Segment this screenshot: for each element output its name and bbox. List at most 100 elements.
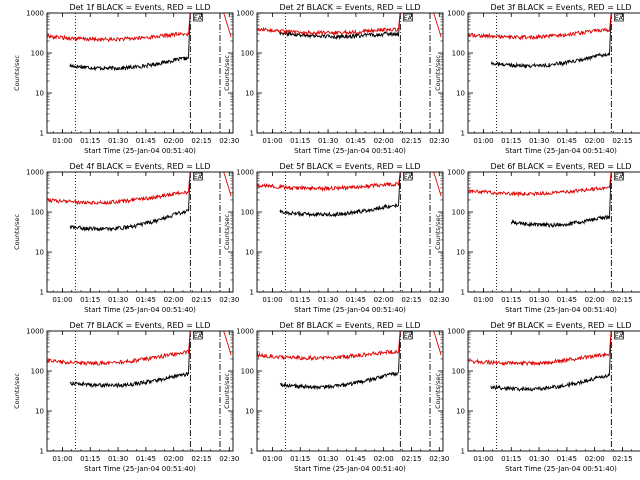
events-series-line <box>69 12 191 72</box>
flag-label: EA <box>615 174 624 181</box>
x-tick-label: 01:00 <box>52 137 72 145</box>
y-tick-label: 10 <box>245 90 254 98</box>
y-axis-label: Counts/sec <box>223 55 231 91</box>
flag-box <box>403 331 413 340</box>
flag-label: EA <box>404 15 413 22</box>
flag-box <box>193 172 203 181</box>
x-axis-label: Start Time (25-Jan-04 00:51:40) <box>505 306 617 314</box>
y-tick-label: 1 <box>461 448 465 456</box>
y-tick-label: 1 <box>40 289 44 297</box>
lld-series-line <box>46 12 191 43</box>
lld-series-tail <box>433 171 442 197</box>
y-tick-label: 10 <box>456 408 465 416</box>
x-tick-label: 01:45 <box>136 296 156 304</box>
x-axis-label: Start Time (25-Jan-04 00:51:40) <box>84 465 196 473</box>
y-tick-label: 1000 <box>26 328 44 336</box>
x-tick-label: 01:45 <box>346 137 366 145</box>
x-tick-label: 01:00 <box>262 455 282 463</box>
x-tick-label: 01:30 <box>108 296 128 304</box>
y-tick-label: 100 <box>31 50 44 58</box>
x-tick-label: 02:30 <box>429 455 449 463</box>
y-tick-label: 100 <box>452 368 465 376</box>
x-tick-label: 02:15 <box>401 455 421 463</box>
x-tick-label: 02:15 <box>191 455 211 463</box>
x-tick-label: 01:15 <box>501 137 521 145</box>
lld-series-line <box>256 12 401 36</box>
flag-box <box>614 331 624 340</box>
x-tick-label: 02:00 <box>585 296 605 304</box>
panel-9: Det 9f BLACK = Events, RED = LLD Counts/s… <box>434 321 640 473</box>
y-tick-label: 10 <box>456 249 465 257</box>
x-tick-label: 02:30 <box>219 455 239 463</box>
x-tick-label: 02:00 <box>374 296 394 304</box>
x-tick-label: 01:30 <box>318 296 338 304</box>
x-tick-label: 02:00 <box>374 455 394 463</box>
y-tick-label: 100 <box>241 50 254 58</box>
x-tick-label: 02:00 <box>585 455 605 463</box>
x-tick-label: 01:00 <box>473 455 493 463</box>
panel-title: Det 9f BLACK = Events, RED = LLD <box>490 321 631 330</box>
x-tick-label: 01:30 <box>529 137 549 145</box>
y-axis-label: Counts/sec <box>434 55 442 91</box>
plot-frame <box>46 171 234 293</box>
lld-series-tail <box>223 171 232 197</box>
events-series-line <box>490 330 612 392</box>
x-tick-label: 01:00 <box>262 137 282 145</box>
panel-5: Det 5f BLACK = Events, RED = LLD Counts/s… <box>223 162 449 314</box>
events-series-line <box>279 171 401 218</box>
x-tick-label: 02:00 <box>585 137 605 145</box>
x-tick-label: 02:15 <box>612 137 632 145</box>
plot-frame <box>467 171 640 293</box>
y-tick-label: 1000 <box>236 10 254 18</box>
y-tick-label: 1000 <box>236 328 254 336</box>
x-tick-label: 01:45 <box>136 455 156 463</box>
y-axis-label: Counts/sec <box>434 214 442 250</box>
events-series-line <box>69 171 191 233</box>
y-tick-label: 10 <box>456 90 465 98</box>
lld-series-line <box>46 330 191 367</box>
x-tick-label: 01:00 <box>473 137 493 145</box>
lld-series-line <box>467 171 612 198</box>
x-axis-label: Start Time (25-Jan-04 00:51:40) <box>294 465 406 473</box>
lld-series-tail <box>223 330 232 356</box>
panel-3: Det 3f BLACK = Events, RED = LLD Counts/s… <box>434 3 640 155</box>
y-tick-label: 10 <box>35 408 44 416</box>
x-axis-label: Start Time (25-Jan-04 00:51:40) <box>84 147 196 155</box>
x-tick-label: 01:15 <box>80 455 100 463</box>
y-tick-label: 100 <box>241 209 254 217</box>
x-tick-label: 02:15 <box>612 455 632 463</box>
plot-frame <box>256 330 444 452</box>
x-tick-label: 01:15 <box>290 296 310 304</box>
lld-series-line <box>256 171 401 192</box>
x-tick-label: 01:45 <box>346 296 366 304</box>
y-axis-label: Counts/sec <box>13 214 21 250</box>
y-tick-label: 1000 <box>26 10 44 18</box>
flag-box <box>193 13 203 22</box>
lld-series-tail <box>433 330 442 356</box>
y-axis-label: Counts/sec <box>13 373 21 409</box>
x-tick-label: 02:30 <box>219 137 239 145</box>
panel-4: Det 4f BLACK = Events, RED = LLD Counts/s… <box>13 162 239 314</box>
x-axis-label: Start Time (25-Jan-04 00:51:40) <box>505 465 617 473</box>
x-tick-label: 02:30 <box>429 296 449 304</box>
y-tick-label: 1000 <box>236 169 254 177</box>
flag-box <box>403 13 413 22</box>
panel-title: Det 3f BLACK = Events, RED = LLD <box>490 3 631 12</box>
x-tick-label: 02:00 <box>164 455 184 463</box>
y-tick-label: 1000 <box>447 328 465 336</box>
x-tick-label: 01:30 <box>108 137 128 145</box>
x-axis-label: Start Time (25-Jan-04 00:51:40) <box>294 306 406 314</box>
flag-label: EA <box>615 333 624 340</box>
flag-box <box>614 172 624 181</box>
x-tick-label: 01:30 <box>529 296 549 304</box>
flag-label: EA <box>615 15 624 22</box>
x-tick-label: 01:00 <box>262 296 282 304</box>
panel-8: Det 8f BLACK = Events, RED = LLD Counts/s… <box>223 321 449 473</box>
y-tick-label: 100 <box>31 209 44 217</box>
x-tick-label: 01:45 <box>557 455 577 463</box>
x-tick-label: 01:30 <box>529 455 549 463</box>
x-tick-label: 01:15 <box>80 296 100 304</box>
lld-series-tail <box>223 12 232 38</box>
x-tick-label: 02:00 <box>164 296 184 304</box>
x-tick-label: 01:45 <box>136 137 156 145</box>
